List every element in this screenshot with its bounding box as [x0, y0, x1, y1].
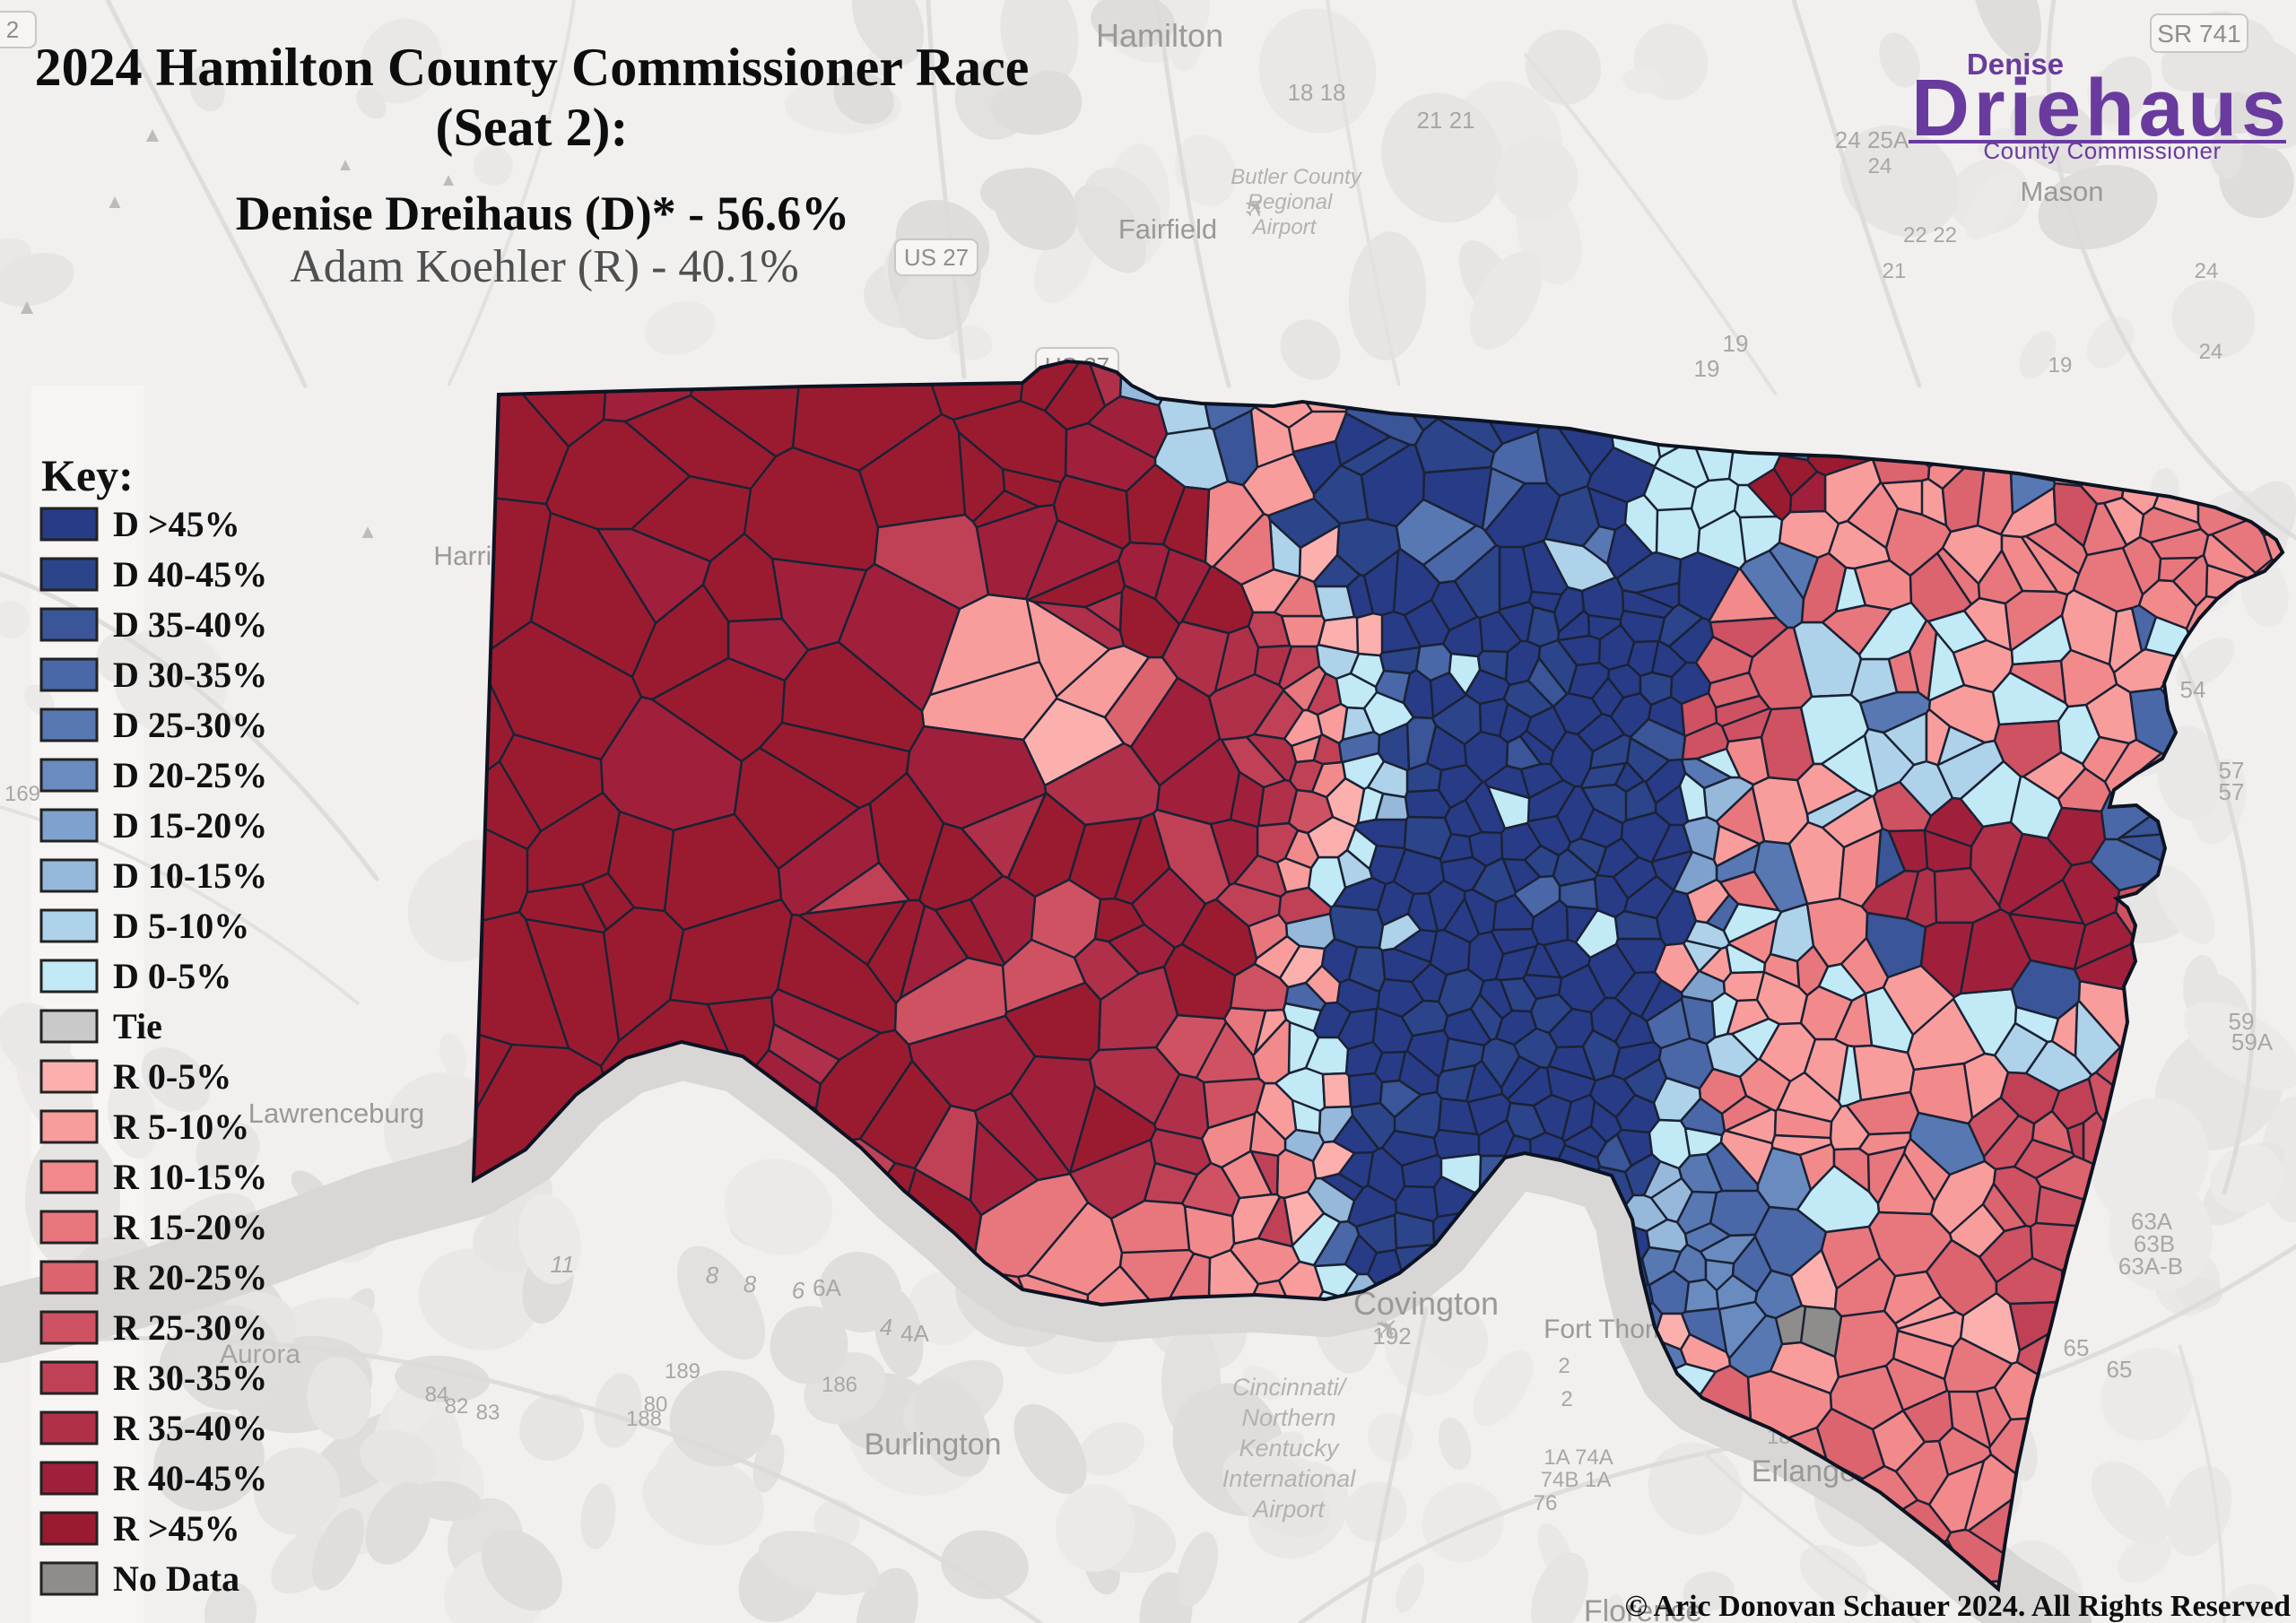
- svg-text:Fort Thom: Fort Thom: [1544, 1315, 1667, 1344]
- svg-text:R 15-20%: R 15-20%: [113, 1207, 267, 1247]
- svg-text:84: 84: [425, 1383, 449, 1407]
- svg-text:D 25-30%: D 25-30%: [113, 705, 267, 745]
- svg-text:Driehaus: Driehaus: [1911, 64, 2286, 153]
- svg-text:21: 21: [1883, 259, 1907, 283]
- svg-text:2: 2: [1561, 1387, 1572, 1411]
- svg-text:8: 8: [706, 1262, 719, 1289]
- svg-text:R 20-25%: R 20-25%: [113, 1257, 267, 1298]
- svg-text:No Data: No Data: [113, 1558, 239, 1599]
- svg-text:Denise Dreihaus (D)* - 56.6%: Denise Dreihaus (D)* - 56.6%: [236, 187, 849, 240]
- svg-text:▲: ▲: [336, 155, 354, 175]
- svg-text:57: 57: [2219, 778, 2245, 805]
- svg-text:© Aric Donovan Schauer 2024. A: © Aric Donovan Schauer 2024. All Rights …: [1624, 1590, 2291, 1623]
- svg-text:Lawrenceburg: Lawrenceburg: [248, 1098, 424, 1129]
- svg-text:D 15-20%: D 15-20%: [113, 805, 267, 846]
- svg-text:R >45%: R >45%: [113, 1508, 240, 1549]
- svg-text:19: 19: [1723, 330, 1749, 357]
- svg-text:65: 65: [2107, 1356, 2133, 1383]
- svg-text:R 30-35%: R 30-35%: [113, 1358, 267, 1398]
- svg-text:Tie: Tie: [113, 1006, 162, 1046]
- svg-text:189: 189: [665, 1359, 700, 1384]
- svg-text:R 35-40%: R 35-40%: [113, 1408, 267, 1448]
- svg-text:SR 741: SR 741: [2157, 20, 2240, 48]
- svg-text:24: 24: [2199, 340, 2223, 364]
- svg-text:▲: ▲: [105, 190, 125, 213]
- svg-text:Hamilton: Hamilton: [1096, 17, 1223, 54]
- svg-text:(Seat 2):: (Seat 2):: [436, 98, 629, 157]
- svg-text:D 10-15%: D 10-15%: [113, 855, 267, 896]
- svg-text:▲: ▲: [142, 123, 163, 147]
- svg-text:Mason: Mason: [2020, 176, 2103, 207]
- svg-text:192: 192: [1372, 1323, 1411, 1350]
- svg-text:Northern: Northern: [1241, 1404, 1335, 1431]
- svg-text:24: 24: [2195, 259, 2219, 283]
- svg-text:19: 19: [2048, 353, 2073, 378]
- svg-text:24 25A: 24 25A: [1835, 126, 1909, 153]
- svg-text:International: International: [1222, 1465, 1357, 1492]
- svg-text:188: 188: [626, 1407, 662, 1431]
- svg-text:54: 54: [2180, 676, 2206, 703]
- svg-text:63A: 63A: [2131, 1208, 2173, 1235]
- svg-text:4: 4: [880, 1314, 892, 1341]
- svg-text:22 22: 22 22: [1903, 223, 1957, 247]
- svg-text:21 21: 21 21: [1416, 107, 1474, 134]
- svg-text:4A: 4A: [900, 1320, 929, 1347]
- svg-text:80: 80: [644, 1393, 668, 1417]
- svg-text:8: 8: [744, 1271, 757, 1298]
- svg-text:R 5-10%: R 5-10%: [113, 1107, 249, 1147]
- svg-text:▲: ▲: [358, 520, 378, 542]
- svg-text:Aurora: Aurora: [220, 1340, 300, 1369]
- svg-text:Denise: Denise: [1967, 48, 2064, 81]
- svg-text:Fairfield: Fairfield: [1118, 213, 1217, 245]
- svg-text:County Commissioner: County Commissioner: [1983, 137, 2221, 164]
- svg-text:74B 1A: 74B 1A: [1541, 1468, 1612, 1492]
- svg-text:63A-B: 63A-B: [2118, 1253, 2183, 1280]
- svg-text:D 0-5%: D 0-5%: [113, 956, 231, 996]
- svg-text:82: 82: [445, 1394, 469, 1419]
- svg-text:169: 169: [4, 782, 40, 806]
- svg-text:Kentucky: Kentucky: [1239, 1435, 1340, 1462]
- svg-text:83: 83: [476, 1401, 500, 1425]
- svg-text:Florence: Florence: [1584, 1594, 1702, 1623]
- svg-text:2: 2: [6, 16, 19, 43]
- svg-text:R 0-5%: R 0-5%: [113, 1056, 231, 1097]
- svg-text:Burlington: Burlington: [864, 1428, 1001, 1462]
- svg-text:D 20-25%: D 20-25%: [113, 755, 267, 795]
- svg-text:76: 76: [1534, 1491, 1558, 1515]
- svg-text:2: 2: [1558, 1354, 1570, 1378]
- svg-text:Butler County: Butler County: [1231, 165, 1362, 189]
- svg-text:6: 6: [792, 1277, 805, 1304]
- svg-text:59A: 59A: [2231, 1028, 2274, 1055]
- svg-text:R 40-45%: R 40-45%: [113, 1458, 267, 1498]
- svg-text:19: 19: [1694, 355, 1720, 382]
- svg-text:▲: ▲: [439, 170, 457, 190]
- svg-text:2024 Hamilton County Commissio: 2024 Hamilton County Commissioner Race: [35, 38, 1030, 97]
- svg-text:Airport: Airport: [1251, 1496, 1326, 1523]
- svg-text:59: 59: [2229, 1008, 2255, 1035]
- svg-text:65: 65: [2064, 1334, 2090, 1361]
- svg-text:18 18: 18 18: [1287, 79, 1345, 106]
- svg-text:R 25-30%: R 25-30%: [113, 1307, 267, 1348]
- svg-text:D 5-10%: D 5-10%: [113, 906, 249, 946]
- svg-text:D 35-40%: D 35-40%: [113, 604, 267, 645]
- svg-text:Regional: Regional: [1248, 190, 1333, 214]
- svg-text:1A 74A: 1A 74A: [1544, 1445, 1613, 1470]
- svg-text:63B: 63B: [2134, 1230, 2175, 1257]
- svg-text:D 30-35%: D 30-35%: [113, 655, 267, 695]
- svg-text:6A: 6A: [813, 1274, 841, 1301]
- svg-text:▲: ▲: [16, 295, 38, 319]
- svg-text:Adam Koehler (R) - 40.1%: Adam Koehler (R) - 40.1%: [290, 241, 799, 292]
- svg-text:D 40-45%: D 40-45%: [113, 554, 267, 595]
- svg-text:US 27: US 27: [904, 244, 969, 271]
- svg-text:Covington: Covington: [1353, 1285, 1499, 1322]
- svg-text:R 10-15%: R 10-15%: [113, 1157, 267, 1197]
- svg-text:Key:: Key:: [41, 450, 134, 500]
- svg-text:11: 11: [551, 1251, 575, 1278]
- svg-text:186: 186: [822, 1373, 857, 1397]
- svg-text:D >45%: D >45%: [113, 504, 240, 544]
- svg-text:24: 24: [1868, 154, 1892, 178]
- svg-text:Airport: Airport: [1251, 215, 1318, 239]
- svg-text:57: 57: [2219, 757, 2245, 784]
- svg-text:Cincinnati/: Cincinnati/: [1232, 1374, 1348, 1401]
